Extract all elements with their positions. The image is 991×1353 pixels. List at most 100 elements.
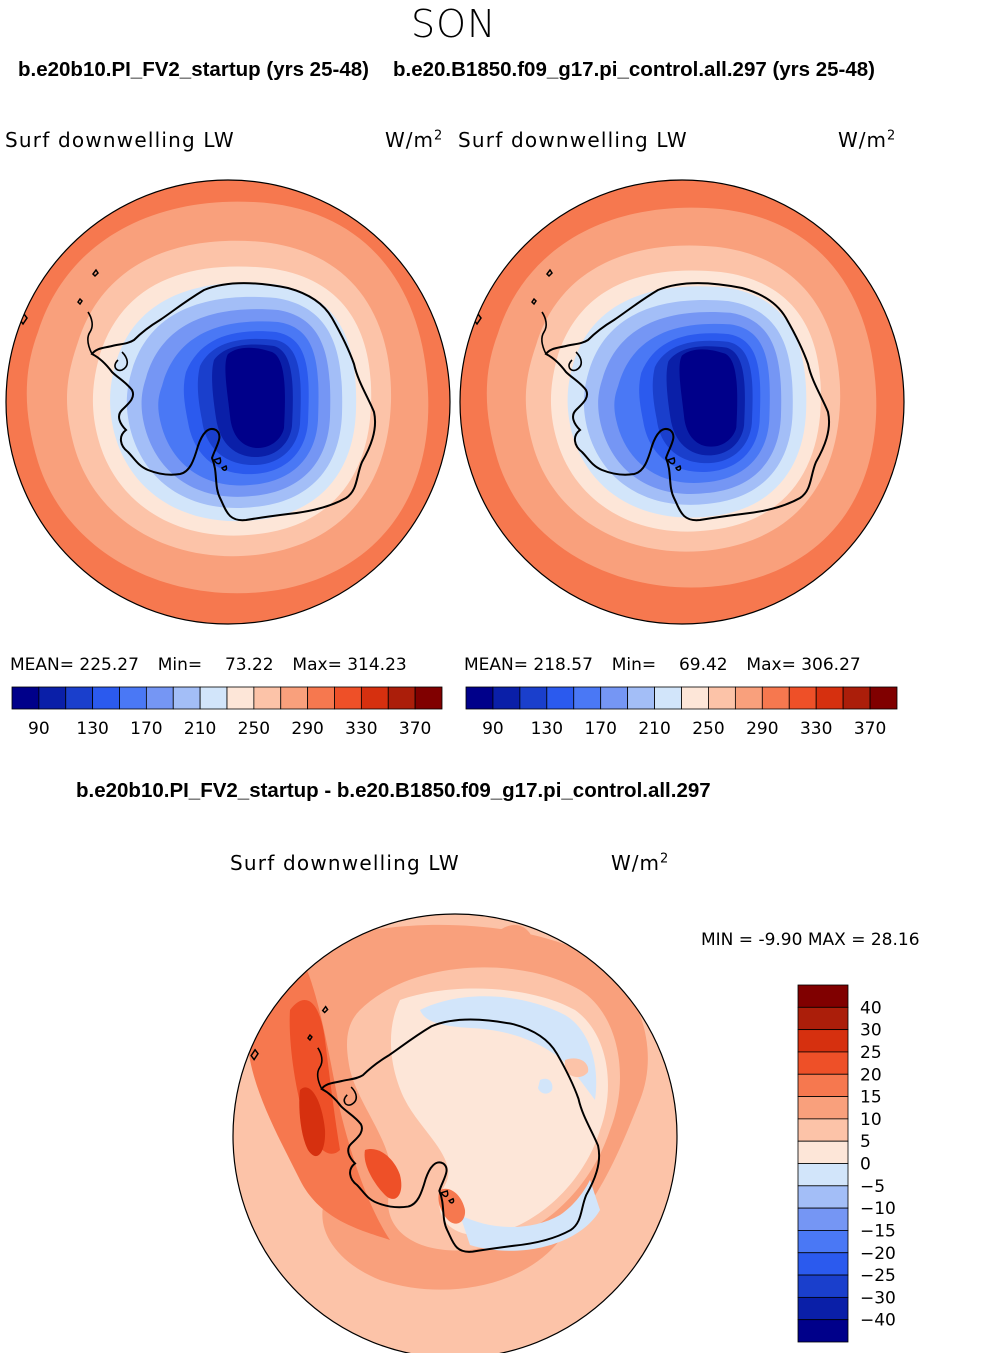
colorbar-diff-swatch [797, 1230, 849, 1254]
diff-max-value: 28.16 [870, 930, 920, 950]
colorbar-panel1-swatch [360, 686, 389, 710]
diff-panel-title: b.e20b10.PI_FV2_startup - b.e20.B1850.f0… [76, 779, 711, 802]
colorbar-panel1-swatch [172, 686, 201, 710]
colorbar-diff-swatch [797, 1185, 849, 1209]
panel1-mean-label: MEAN= [10, 655, 74, 675]
diff-units-base: W/m [611, 851, 660, 875]
colorbar-diff-tick-label: −15 [860, 1221, 896, 1241]
colorbar-panel2-tick-label: 250 [692, 719, 724, 739]
colorbar-panel2-swatch [519, 686, 548, 710]
colorbar-diff-tick-label: −30 [860, 1288, 896, 1308]
colorbar-panel1-swatch [119, 686, 147, 710]
colorbar-panel2-swatch [788, 686, 817, 710]
colorbar-diff-tick-label: 10 [860, 1110, 882, 1130]
colorbar-panel1-swatch [145, 686, 174, 710]
colorbar-panel1-swatch [307, 686, 335, 710]
colorbar-panel2-tick-label: 370 [854, 719, 886, 739]
colorbar-panel1-swatch [38, 686, 67, 710]
colorbar-diff-swatch [797, 1319, 849, 1343]
colorbar-diff-tick-label: −5 [860, 1177, 885, 1197]
colorbar-panel1-tick-label: 210 [184, 719, 216, 739]
colorbar-panel2: 90 130 170 210 250 290 330 370 [465, 686, 898, 739]
colorbar-panel2-tick-label: 210 [638, 719, 670, 739]
colorbar-panel1-swatch [199, 686, 228, 710]
colorbar-panel2-swatch [734, 686, 763, 710]
panel2-units-base: W/m [838, 128, 887, 152]
colorbar-diff-swatch [797, 1006, 849, 1031]
panel2-min-label: Min= [611, 655, 657, 675]
colorbar-panel1-tick-label: 170 [130, 719, 162, 739]
colorbar-diff-swatch [797, 1140, 849, 1164]
colorbar-diff-tick-label: 20 [860, 1065, 882, 1085]
map-panel2-border [459, 179, 905, 625]
colorbar-diff-swatch [797, 1118, 849, 1142]
colorbar-diff-swatch [797, 1073, 849, 1097]
colorbar-panel1-tick-label: 370 [399, 719, 431, 739]
colorbar-diff-tick-label: 25 [860, 1043, 882, 1063]
colorbar-diff-tick-label: 5 [860, 1132, 871, 1152]
panel2-units: W/m2 [838, 128, 896, 152]
panel2-min-value: 69.42 [678, 655, 728, 675]
colorbar-panel2-swatch [465, 686, 494, 710]
panel2-max-value: 306.27 [801, 655, 861, 675]
colorbar-panel2-swatch [492, 686, 521, 710]
panel1-max-label: Max= [292, 655, 342, 675]
panel2-max-label: Max= [746, 655, 796, 675]
colorbar-diff-swatch [797, 1051, 849, 1075]
diff-variable-label: Surf downwelling LW [230, 851, 460, 875]
panel2-units-sup: 2 [887, 128, 897, 144]
colorbar-panel2-tick-label: 290 [746, 719, 778, 739]
panel1-max-value: 314.23 [347, 655, 407, 675]
diff-max-label: MAX = [807, 930, 866, 950]
colorbar-panel1-swatch [334, 686, 362, 710]
colorbar-panel2-swatch [600, 686, 629, 710]
panel2-variable-label: Surf downwelling LW [458, 128, 688, 152]
panel2-mean-value: 218.57 [533, 655, 593, 675]
panel2-stats: MEAN= 218.57 Min= 69.42 Max= 306.27 [464, 655, 861, 675]
colorbar-panel1: 90 130 170 210 250 290 330 370 [11, 686, 443, 739]
diff-units: W/m2 [611, 851, 669, 875]
colorbar-panel1-tick-label: 290 [291, 719, 323, 739]
colorbar-panel2-swatch [654, 686, 682, 710]
colorbar-panel1-swatch [253, 686, 282, 710]
colorbar-panel2-tick-label: 170 [584, 719, 616, 739]
colorbar-diff-swatch [797, 1296, 849, 1321]
colorbar-panel1-tick-label: 90 [28, 719, 50, 739]
colorbar-panel2-swatch [573, 686, 602, 710]
colorbar-diff-tick-label: 30 [860, 1021, 882, 1041]
colorbar-diff-tick-label: 0 [860, 1155, 871, 1175]
colorbar-diff-swatch [797, 1274, 849, 1298]
colorbar-diff-swatch [797, 1029, 849, 1053]
panel1-min-value: 73.22 [224, 655, 274, 675]
colorbar-panel1-swatch [387, 686, 416, 710]
colorbar-panel1-tick-label: 330 [345, 719, 377, 739]
colorbar-panel1-swatch [226, 686, 255, 710]
colorbar-panel2-swatch [546, 686, 575, 710]
map-panel1 [6, 180, 450, 624]
panel1-units-base: W/m [385, 128, 434, 152]
colorbar-panel2-tick-label: 330 [800, 719, 832, 739]
left-panel-title: b.e20b10.PI_FV2_startup (yrs 25-48) [18, 58, 369, 81]
colorbar-diff-swatch [797, 984, 849, 1008]
colorbar-panel2-swatch [681, 686, 709, 710]
colorbar-panel1-swatch [65, 686, 94, 710]
right-panel-title: b.e20.B1850.f09_g17.pi_control.all.297 (… [393, 58, 876, 81]
colorbar-panel1-swatch [414, 686, 443, 710]
colorbar-panel2-swatch [761, 686, 790, 710]
colorbar-panel2-swatch [869, 686, 898, 710]
colorbar-diff-tick-label: −10 [860, 1199, 896, 1219]
colorbar-diff-swatch [797, 1163, 849, 1187]
panel1-mean-value: 225.27 [79, 655, 139, 675]
panel1-units-sup: 2 [434, 128, 444, 144]
diff-min-label: MIN = [701, 930, 754, 950]
colorbar-diff-tick-label: −25 [860, 1266, 896, 1286]
diff-min-max: MIN = -9.90 MAX = 28.16 [701, 930, 920, 950]
diff-units-sup: 2 [660, 851, 670, 867]
colorbar-panel2-swatch [708, 686, 736, 710]
panel1-units: W/m2 [385, 128, 443, 152]
colorbar-panel2-swatch [815, 686, 844, 710]
colorbar-diff-tick-label: 40 [860, 998, 882, 1018]
colorbar-diff-tick-label: −20 [860, 1244, 896, 1264]
colorbar-diff-swatch [797, 1207, 849, 1231]
